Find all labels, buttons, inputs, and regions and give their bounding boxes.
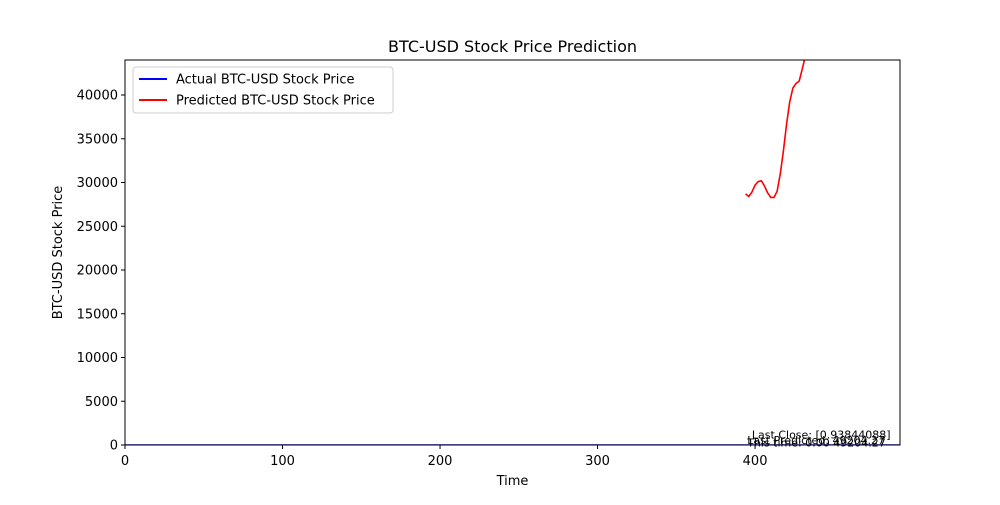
y-tick-label: 40000: [77, 89, 118, 104]
chart-title: BTC-USD Stock Price Prediction: [388, 37, 637, 56]
series-line-predicted: [745, 60, 806, 199]
x-tick-label: 0: [121, 454, 129, 469]
y-tick-label: 35000: [77, 132, 118, 147]
y-tick-label: 30000: [77, 176, 118, 191]
legend-entry: Predicted BTC-USD Stock Price: [176, 94, 375, 109]
legend-entry: Actual BTC-USD Stock Price: [176, 73, 354, 88]
x-tick-label: 100: [270, 454, 295, 469]
y-axis-label: BTC-USD Stock Price: [51, 186, 66, 320]
x-axis-label: Time: [496, 474, 529, 489]
y-tick-label: 10000: [77, 351, 118, 366]
annotation-text: Last Close: [0.93844088]: [752, 429, 891, 442]
plot-frame: [124, 59, 901, 446]
legend-box: [132, 66, 394, 114]
y-tick-label: 20000: [77, 264, 118, 279]
x-tick-label: 300: [585, 454, 610, 469]
x-tick-label: 200: [428, 454, 453, 469]
y-tick-label: 25000: [77, 220, 118, 235]
y-tick-label: 15000: [77, 307, 118, 322]
x-tick-label: 400: [743, 454, 768, 469]
annotation-text: This time: 0.00 49204.27: [746, 436, 886, 449]
y-tick-label: 0: [110, 439, 118, 454]
y-tick-label: 5000: [85, 395, 118, 410]
annotation-text: Last Predicted: 49204.27: [747, 434, 885, 447]
